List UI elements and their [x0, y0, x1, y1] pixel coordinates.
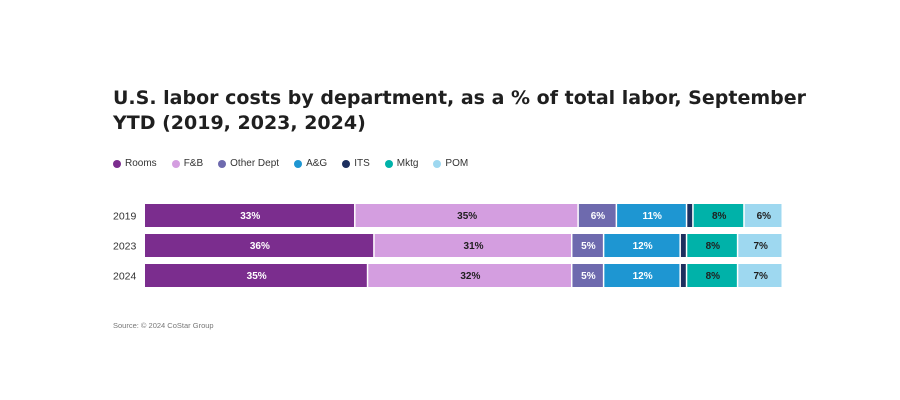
data-label: 8% [706, 271, 721, 282]
bar-segment [604, 234, 680, 257]
bar-segment [374, 234, 571, 257]
bar-segment [693, 204, 744, 227]
legend-swatch [384, 159, 393, 168]
data-label: 5% [581, 241, 596, 252]
bar-segment [687, 234, 737, 257]
data-label: 33% [240, 211, 260, 222]
bar-segment [572, 264, 603, 287]
data-label: 7% [753, 241, 768, 252]
legend-label: F&B [183, 158, 204, 169]
legend-label: POM [445, 158, 469, 169]
data-label: 31% [464, 241, 484, 252]
bar-segment [368, 264, 571, 287]
bar-segment [578, 204, 616, 227]
legend-swatch [342, 159, 351, 168]
bar-segment [145, 204, 355, 227]
legend-item: Mktg [384, 158, 419, 169]
bar-segment [680, 234, 686, 257]
data-label: 8% [712, 211, 727, 222]
chart-legend: Rooms F&B Other Dept A&G ITS Mktg POM [113, 158, 468, 169]
legend-item: F&B [171, 158, 204, 169]
legend-swatch [171, 159, 180, 168]
legend-swatch [294, 159, 303, 168]
bar-segment [687, 264, 737, 287]
bar-segment [604, 264, 680, 287]
data-label: 6% [591, 211, 606, 222]
bar-segment [355, 204, 578, 227]
legend-item: Rooms [113, 158, 157, 169]
data-label: 5% [581, 271, 596, 282]
bar-segment [680, 264, 686, 287]
legend-item: ITS [342, 158, 370, 169]
source-note: Source: © 2024 CoStar Group [113, 321, 214, 330]
bar-segment [738, 234, 782, 257]
bar-segment [617, 204, 686, 227]
bar-segment [738, 264, 782, 287]
legend-label: ITS [354, 158, 370, 169]
bar-segment [572, 234, 603, 257]
data-label: 6% [757, 211, 772, 222]
y-tick-label: 2023 [113, 241, 137, 253]
bar-segment [687, 204, 693, 227]
y-tick-label: 2024 [113, 271, 137, 283]
bar-segment [744, 204, 782, 227]
legend-item: A&G [294, 158, 327, 169]
data-label: 7% [753, 271, 768, 282]
bar-segment [145, 264, 367, 287]
data-label: 8% [706, 241, 721, 252]
data-label: 36% [250, 241, 270, 252]
legend-label: Mktg [396, 158, 419, 169]
legend-swatch [218, 159, 227, 168]
data-label: 11% [642, 211, 662, 222]
y-tick-label: 2019 [113, 211, 137, 223]
data-label: 12% [633, 241, 653, 252]
legend-swatch [113, 159, 121, 168]
legend-swatch [433, 159, 442, 168]
data-label: 35% [247, 271, 267, 282]
bar-segment [145, 234, 374, 257]
data-label: 32% [460, 271, 480, 282]
legend-item: POM [433, 158, 468, 169]
data-label: 35% [457, 211, 477, 222]
legend-label: Other Dept [230, 158, 280, 169]
legend-label: A&G [306, 158, 328, 169]
chart-title: U.S. labor costs by department, as a % o… [113, 87, 806, 134]
legend-item: Other Dept [218, 158, 279, 169]
legend-label: Rooms [125, 158, 157, 169]
data-label: 12% [633, 271, 653, 282]
